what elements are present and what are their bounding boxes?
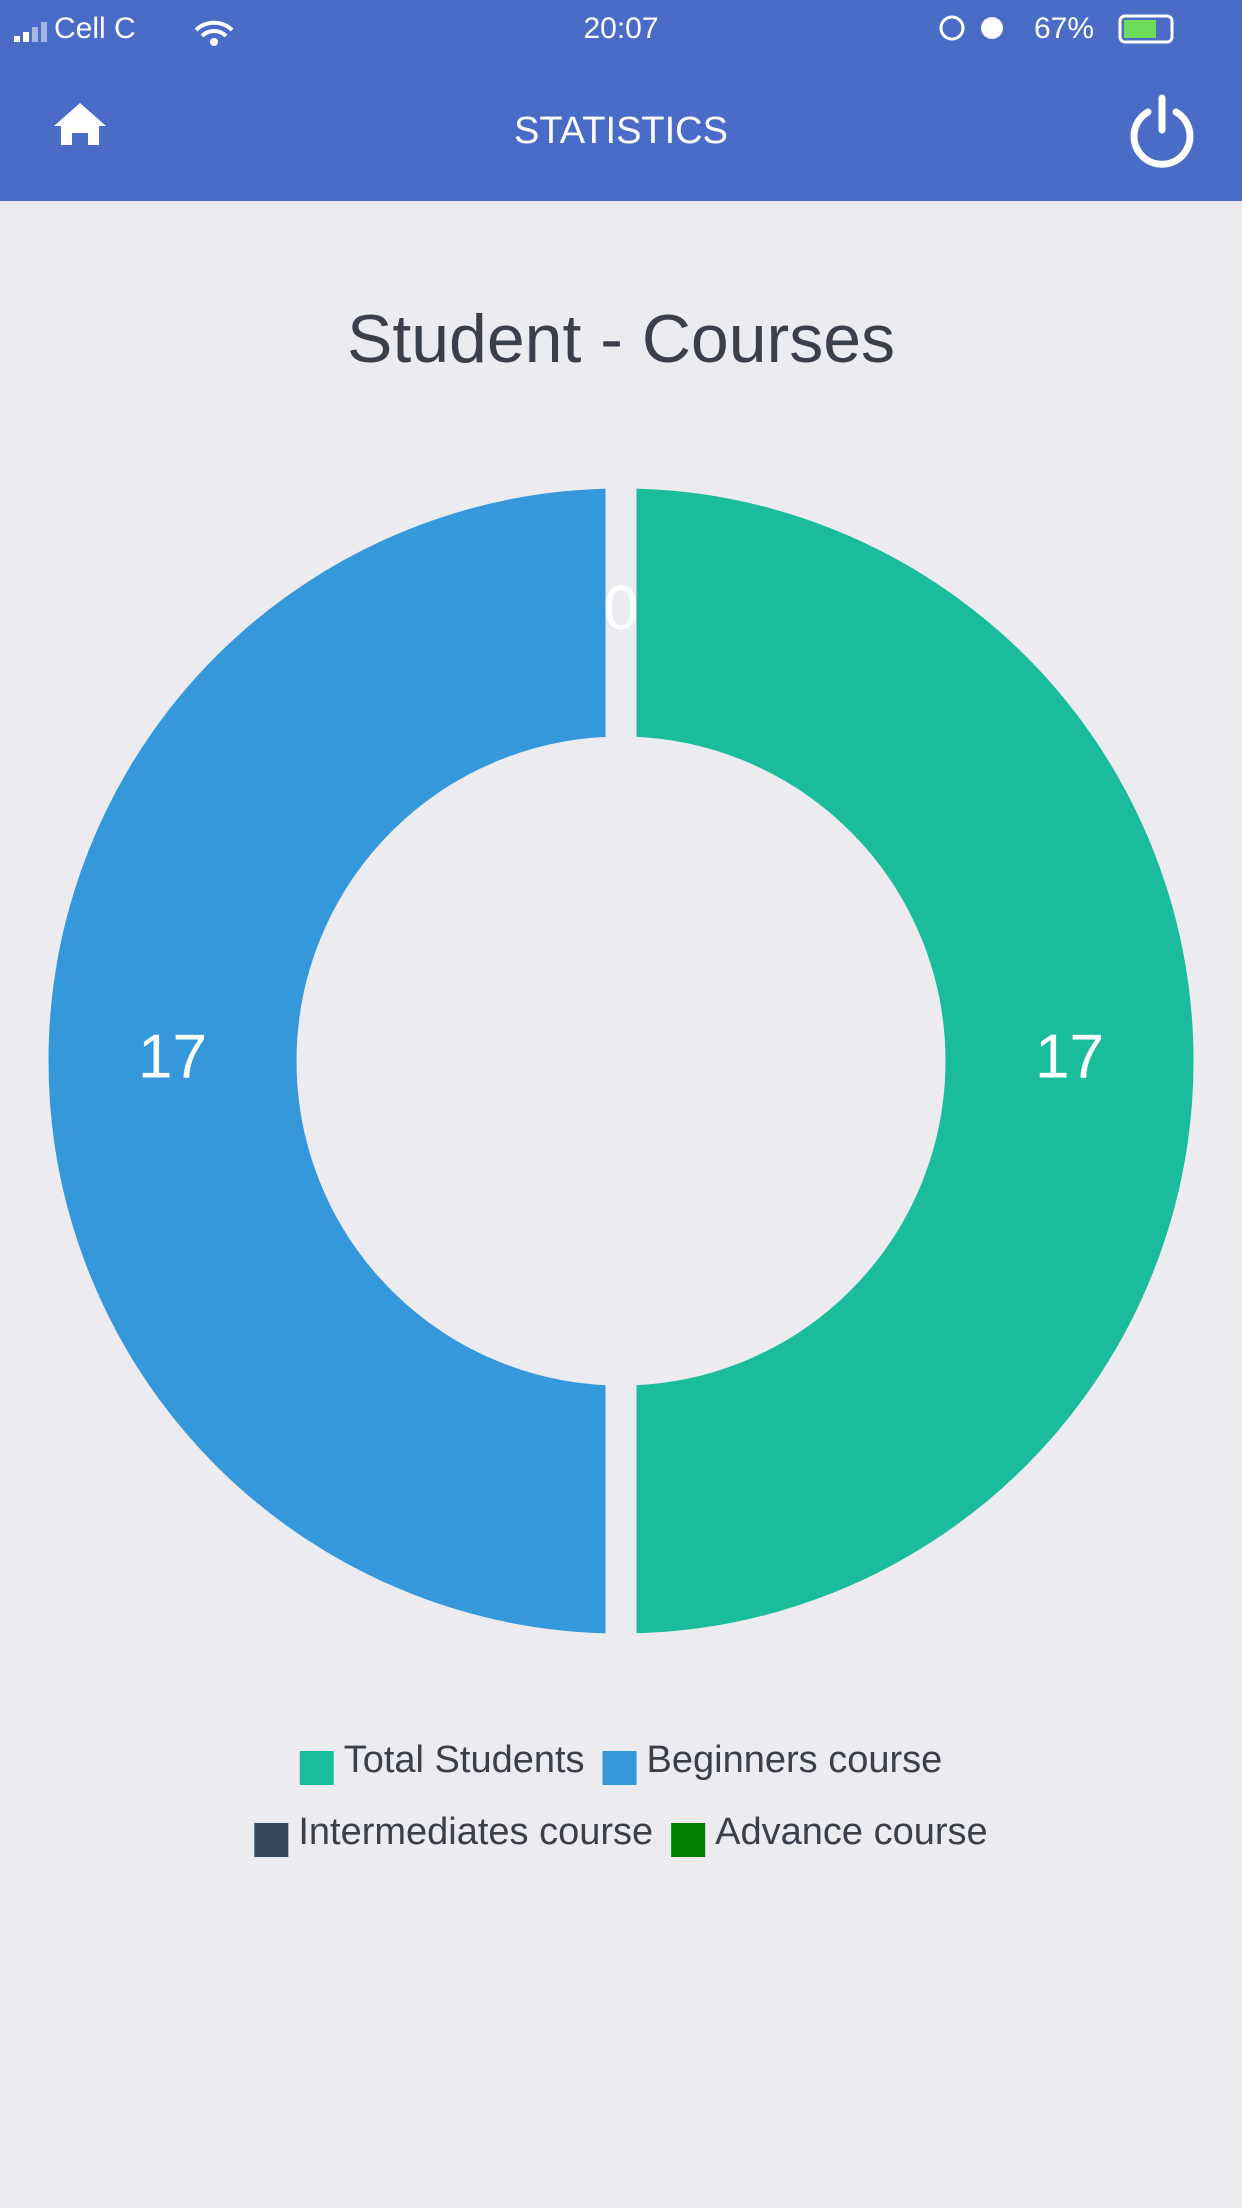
legend-label: Intermediates course: [298, 1811, 653, 1853]
home-icon[interactable]: [54, 103, 106, 145]
legend-swatch: [254, 1823, 289, 1857]
home-button[interactable]: [54, 103, 106, 145]
wifi-icon: [194, 20, 234, 38]
donut-segment: [17, 457, 637, 1665]
legend-item: Total Students: [299, 1739, 585, 1785]
data-label: 17: [1035, 1022, 1104, 1091]
data-label: 0: [604, 574, 638, 643]
legend-label: Beginners course: [647, 1739, 943, 1781]
legend-item: Beginners course: [602, 1739, 943, 1785]
carrier: Cell C: [54, 12, 136, 45]
battery-percent: 67%: [1034, 12, 1094, 45]
clock: 20:07: [583, 12, 658, 45]
battery-icon: [1118, 14, 1174, 44]
data-label: 17: [138, 1022, 207, 1091]
header-title: STATISTICS: [514, 110, 728, 152]
data-label: 0: [604, 574, 638, 643]
legend-swatch: [299, 1751, 334, 1785]
status-bar: Cell C 20:07 67%: [14, 12, 1174, 46]
legend-swatch: [671, 1823, 706, 1857]
legend-swatch: [602, 1751, 637, 1785]
power-icon[interactable]: [1130, 108, 1194, 168]
alarm-icon: [981, 17, 1003, 39]
lock-icon: [939, 15, 965, 41]
chart-title: Student - Courses: [347, 301, 895, 377]
legend-item: Advance course: [671, 1811, 988, 1857]
legend-item: Intermediates course: [254, 1811, 653, 1857]
legend-label: Advance course: [715, 1811, 988, 1853]
wifi-dot: [210, 38, 218, 46]
donut-segment: [605, 457, 1225, 1665]
battery-level: [1124, 20, 1156, 38]
legend-label: Total Students: [344, 1739, 585, 1781]
logout-button[interactable]: [1130, 94, 1194, 168]
signal-icon: [14, 22, 47, 42]
